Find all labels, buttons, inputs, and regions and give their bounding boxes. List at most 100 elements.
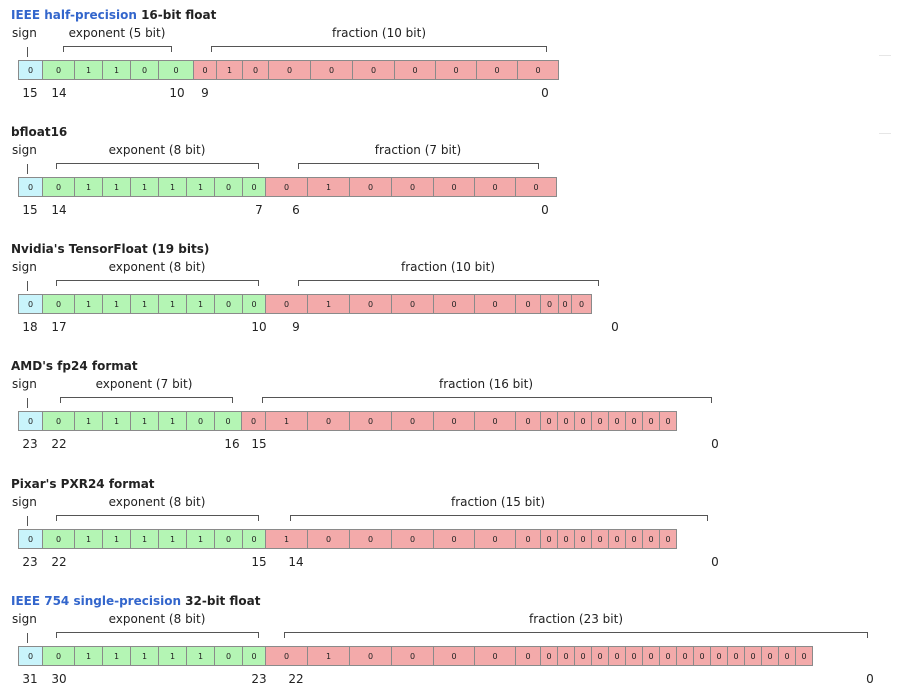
exponent-bit: 0	[43, 529, 75, 549]
fraction-bit: 1	[266, 529, 308, 549]
bit-index: 9	[201, 86, 209, 100]
fraction-bit: 0	[626, 646, 643, 666]
bit-row: 0 0 1 1 0 0 0 1 0 0 0 0 0 0 0 0	[18, 60, 559, 80]
fraction-bit: 0	[559, 294, 572, 314]
fraction-bit: 0	[745, 646, 762, 666]
bit-index: 0	[711, 437, 719, 451]
fraction-bit: 0	[677, 646, 694, 666]
sign-tick	[27, 633, 28, 643]
exponent-bit: 1	[131, 294, 159, 314]
fraction-bit: 0	[434, 294, 475, 314]
exponent-bit: 1	[103, 294, 131, 314]
fraction-bit: 0	[558, 411, 575, 431]
fraction-bit: 0	[643, 529, 660, 549]
fraction-bit: 0	[242, 411, 266, 431]
exponent-bit: 1	[75, 60, 103, 80]
exponent-bit: 1	[131, 177, 159, 197]
bit-row: 0 0 1 1 1 1 1 0 0 1 0 0 0 0 0 0 0 0 0 0 …	[18, 529, 677, 549]
bit-index: 17	[51, 320, 67, 334]
sign-label: sign	[12, 260, 37, 274]
fraction-bit: 0	[392, 529, 434, 549]
exponent-bit: 0	[243, 529, 266, 549]
fraction-bit: 0	[350, 646, 392, 666]
diagram-tensorfloat: Nvidia's TensorFloat (19 bits) sign expo…	[0, 242, 897, 342]
fraction-bit: 0	[516, 646, 541, 666]
exponent-label: exponent (8 bit)	[108, 495, 206, 509]
fraction-bit: 0	[516, 294, 541, 314]
fraction-bit: 0	[609, 529, 626, 549]
fraction-bit: 0	[558, 529, 575, 549]
fraction-bit: 0	[350, 529, 392, 549]
diagram-bfloat16: bfloat16 sign exponent (8 bit) fraction …	[0, 125, 897, 225]
bit-index: 9	[292, 320, 300, 334]
fraction-bit: 0	[541, 529, 558, 549]
sign-bit: 0	[18, 60, 43, 80]
exponent-bit: 1	[159, 529, 187, 549]
exponent-bit: 1	[131, 411, 159, 431]
exponent-bit: 0	[159, 60, 194, 80]
title-link[interactable]: IEEE half-precision	[11, 8, 137, 22]
fraction-bit: 0	[475, 294, 516, 314]
fraction-bit: 0	[728, 646, 745, 666]
fraction-bit: 0	[516, 411, 541, 431]
exponent-label: exponent (8 bit)	[108, 612, 206, 626]
exponent-bit: 1	[103, 60, 131, 80]
exponent-bit: 1	[159, 177, 187, 197]
fraction-bit: 0	[516, 529, 541, 549]
exponent-bit: 1	[75, 177, 103, 197]
fraction-bit: 0	[395, 60, 436, 80]
diagram-fp24: AMD's fp24 format sign exponent (7 bit) …	[0, 359, 897, 459]
bit-index: 14	[288, 555, 304, 569]
fraction-bit: 0	[434, 646, 475, 666]
exponent-bracket	[56, 163, 259, 169]
fraction-bit: 0	[575, 529, 592, 549]
sign-bit: 0	[18, 646, 43, 666]
exponent-bit: 0	[215, 646, 243, 666]
fraction-bit: 0	[434, 529, 475, 549]
title-link[interactable]: IEEE 754 single-precision	[11, 594, 181, 608]
fraction-bracket	[284, 632, 868, 638]
fraction-bit: 0	[541, 294, 559, 314]
fraction-bit: 0	[194, 60, 217, 80]
fraction-label: fraction (23 bit)	[528, 612, 624, 626]
exponent-bit: 0	[215, 294, 243, 314]
bit-index: 23	[22, 555, 38, 569]
bit-index: 0	[541, 203, 549, 217]
fraction-bit: 0	[609, 411, 626, 431]
fraction-bit: 0	[392, 646, 434, 666]
exponent-bit: 1	[187, 529, 215, 549]
bit-index: 18	[22, 320, 38, 334]
fraction-label: fraction (10 bit)	[400, 260, 496, 274]
exponent-bit: 1	[131, 646, 159, 666]
exponent-bit: 1	[75, 411, 103, 431]
exponent-bit: 0	[243, 646, 266, 666]
fraction-bit: 1	[308, 294, 350, 314]
fraction-bit: 1	[308, 177, 350, 197]
fraction-bit: 0	[477, 60, 518, 80]
sign-tick	[27, 398, 28, 408]
sign-label: sign	[12, 377, 37, 391]
fraction-bracket	[290, 515, 708, 521]
exponent-bit: 0	[243, 177, 266, 197]
fraction-bit: 0	[541, 646, 558, 666]
bit-index: 22	[288, 672, 304, 686]
exponent-bit: 1	[159, 646, 187, 666]
bit-row: 0 0 1 1 1 1 0 0 0 1 0 0 0 0 0 0 0 0 0 0 …	[18, 411, 677, 431]
bit-index: 14	[51, 86, 67, 100]
title-text: 16-bit float	[136, 8, 217, 22]
exponent-bit: 1	[103, 411, 131, 431]
bit-row: 0 0 1 1 1 1 1 0 0 0 1 0 0 0 0 0	[18, 177, 557, 197]
bit-index: 15	[22, 203, 38, 217]
exponent-bit: 1	[187, 177, 215, 197]
bit-row: 0 0 1 1 1 1 1 0 0 0 1 0 0 0 0 0 0 0 0 0 …	[18, 646, 813, 666]
fraction-bit: 0	[779, 646, 796, 666]
exponent-bit: 1	[103, 177, 131, 197]
exponent-bit: 1	[159, 294, 187, 314]
exponent-bit: 0	[215, 411, 242, 431]
fraction-bit: 1	[217, 60, 243, 80]
sign-bit: 0	[18, 294, 43, 314]
fraction-bit: 0	[308, 529, 350, 549]
title-text: Pixar's PXR24 format	[11, 477, 155, 491]
fraction-bit: 0	[311, 60, 353, 80]
exponent-bit: 1	[131, 529, 159, 549]
